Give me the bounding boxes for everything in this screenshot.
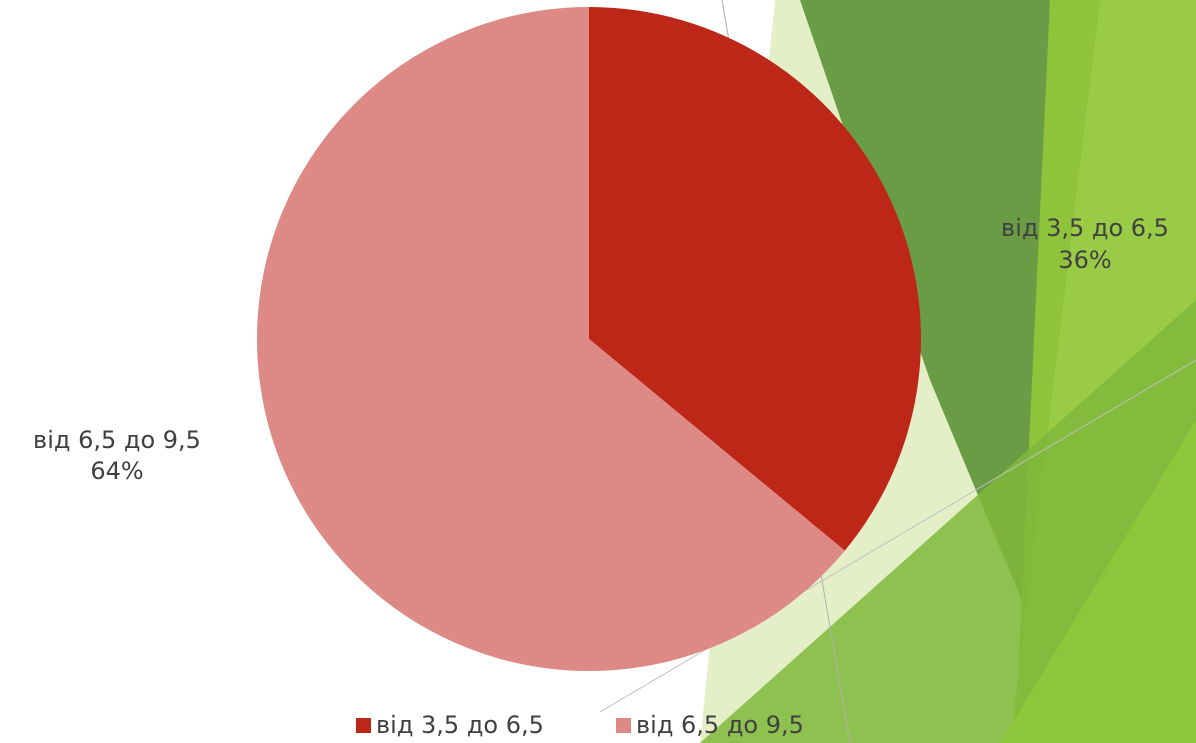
legend-label: від 6,5 до 9,5 [636,711,804,739]
pie-slice [589,7,921,551]
legend-swatch [616,718,631,733]
legend-label: від 3,5 до 6,5 [376,711,544,739]
slice-label-name: від 3,5 до 6,5 [1001,214,1169,242]
corner-band [1000,420,1196,743]
pie: від 3,5 до 6,5 36% від 6,5 до 9,5 64% [33,7,1169,672]
pie-slice [256,7,845,672]
slice-label-name: від 6,5 до 9,5 [33,426,201,454]
legend: від 3,5 до 6,5 від 6,5 до 9,5 [356,711,804,739]
slice-label-value: 64% [90,457,143,485]
slice-label-value: 36% [1058,246,1111,274]
legend-swatch [356,718,371,733]
deco-line [599,359,1196,713]
